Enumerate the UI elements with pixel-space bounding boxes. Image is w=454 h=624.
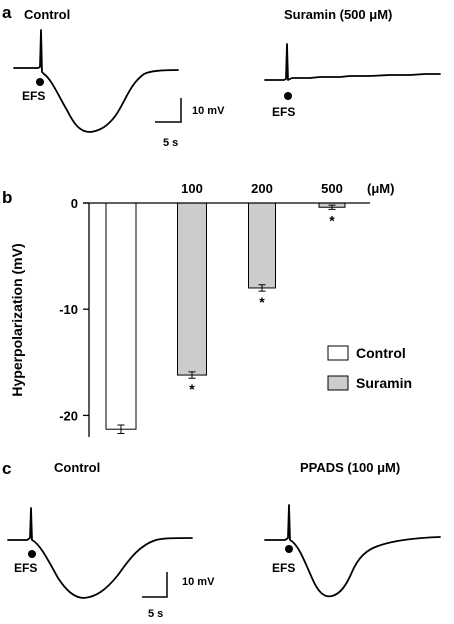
error-bar	[117, 424, 125, 434]
panel-c-letter: c	[2, 459, 11, 478]
significance-group: * * *	[189, 212, 335, 397]
legend-suramin-label: Suramin	[356, 375, 412, 391]
y-axis-ticks-group: 0 -10 -20	[59, 196, 89, 423]
panel-c-treatment-trace	[264, 504, 441, 598]
panel-c-treatment-title: PPADS (100 μM)	[300, 460, 400, 475]
panel-c-scale-time: 5 s	[148, 608, 163, 620]
panel-b-letter: b	[2, 188, 12, 207]
panel-a-treatment-efs-label: EFS	[272, 105, 295, 119]
panel-a-scale-time: 5 s	[163, 137, 178, 149]
conc-label-100: 100	[181, 181, 203, 196]
y-tick-label: 0	[71, 196, 78, 211]
panel-c-control-efs-dot	[28, 550, 36, 558]
significance-marker: *	[329, 212, 335, 228]
panel-c-control-efs-label: EFS	[14, 561, 37, 575]
panel-a-scale-bar	[155, 98, 182, 123]
panel-c-scale-voltage: 10 mV	[182, 576, 215, 588]
panel-a-treatment-trace	[264, 43, 441, 81]
panel-a-scale-voltage: 10 mV	[192, 105, 225, 117]
panel-a-letter: a	[2, 3, 12, 22]
panel-a-control-title: Control	[24, 7, 70, 22]
significance-marker: *	[259, 294, 265, 310]
legend-control-swatch	[327, 345, 349, 361]
panel-a-treatment-efs-dot	[284, 92, 292, 100]
bars-group	[105, 202, 346, 430]
panel-c-control-title: Control	[54, 460, 100, 475]
panel-a-control-trace	[13, 29, 179, 133]
panel-c-control-trace	[7, 507, 193, 599]
conc-label-200: 200	[251, 181, 273, 196]
y-axis-label: Hyperpolarization (mV)	[9, 243, 25, 396]
conc-label-500: 500	[321, 181, 343, 196]
panel-a-control-efs-label: EFS	[22, 89, 45, 103]
significance-marker: *	[189, 381, 195, 397]
legend-suramin-swatch	[327, 375, 349, 391]
panel-c-scale-bar	[142, 572, 168, 598]
conc-unit-label: (μM)	[367, 181, 394, 196]
panel-c-treatment-efs-label: EFS	[272, 561, 295, 575]
y-tick-label: -10	[59, 302, 78, 317]
bar-suramin-200	[248, 202, 276, 289]
panel-a-control-efs-dot	[36, 78, 44, 86]
error-bars-group	[117, 204, 336, 434]
legend: Control Suramin	[327, 345, 412, 391]
error-bar	[258, 284, 266, 292]
bar-control	[105, 202, 137, 430]
panel-c-treatment-efs-dot	[285, 545, 293, 553]
y-tick-label: -20	[59, 408, 78, 423]
error-bar	[328, 204, 336, 210]
panel-a-treatment-title: Suramin (500 μM)	[284, 7, 392, 22]
error-bar	[188, 371, 196, 379]
bar-suramin-100	[177, 202, 207, 376]
legend-control-label: Control	[356, 345, 406, 361]
